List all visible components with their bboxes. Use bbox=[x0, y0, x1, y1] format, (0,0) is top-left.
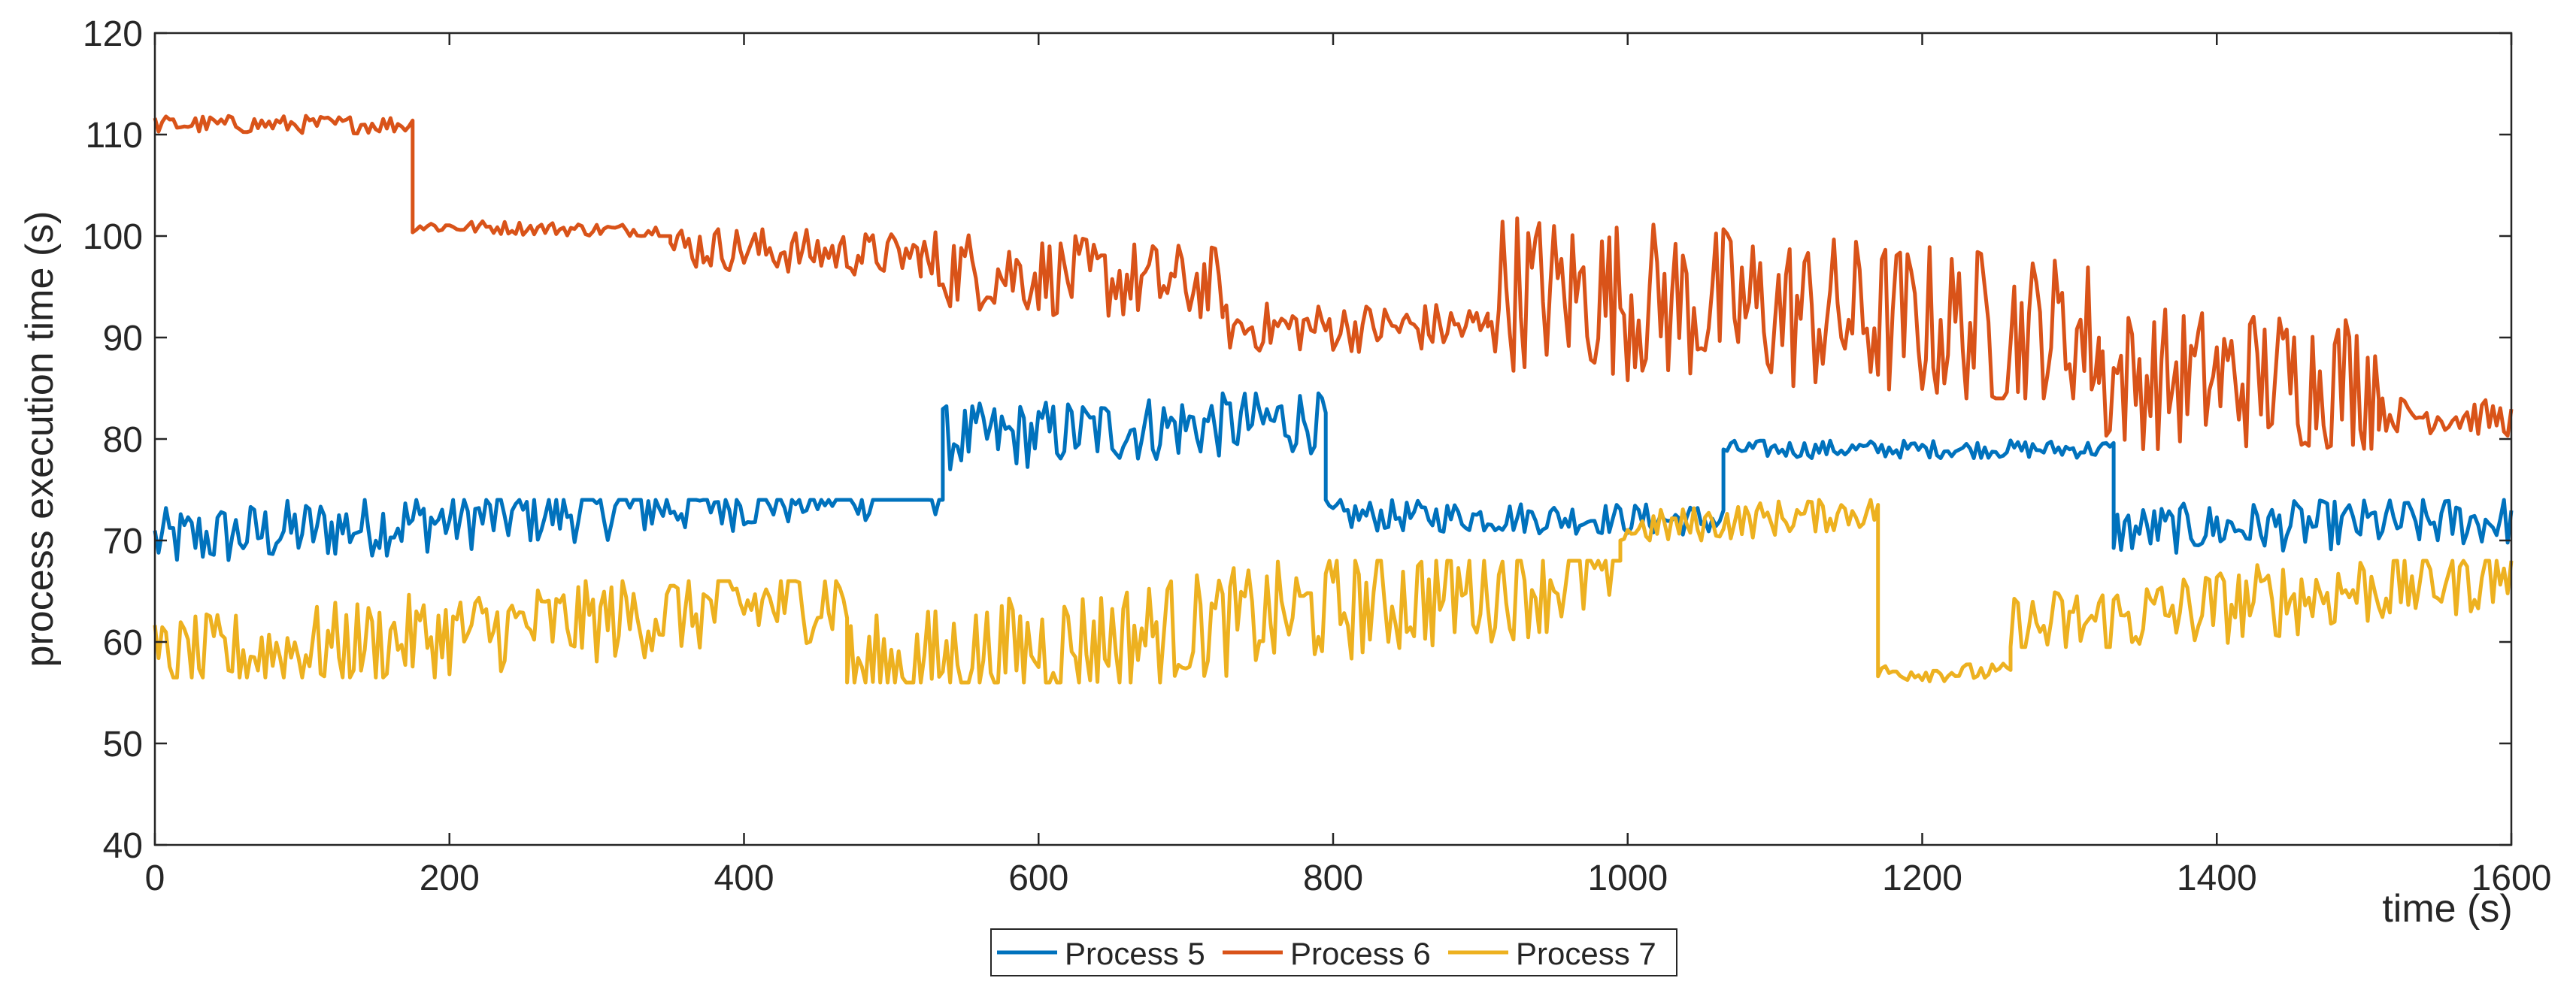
y-tick-label: 60 bbox=[103, 623, 143, 663]
x-tick-label: 600 bbox=[1008, 858, 1068, 898]
x-tick-label: 1400 bbox=[2177, 858, 2257, 898]
ticks-layer: 0 200 400 600 800 1000 1200 1400 1600 40 50 60 70 80 9… bbox=[83, 14, 2551, 898]
legend-label-process-7: Process 7 bbox=[1516, 936, 1656, 971]
legend-item-process-7: Process 7 bbox=[1448, 936, 1656, 971]
x-tick-label: 0 bbox=[145, 858, 165, 898]
legend-label-process-5: Process 5 bbox=[1065, 936, 1205, 971]
y-tick-label: 90 bbox=[103, 319, 143, 359]
y-tick-label: 40 bbox=[103, 826, 143, 866]
y-tick-label: 50 bbox=[103, 725, 143, 764]
legend-label-process-6: Process 6 bbox=[1290, 936, 1431, 971]
y-tick-label: 120 bbox=[83, 14, 143, 54]
x-axis-label: time (s) bbox=[2382, 887, 2512, 931]
x-tick-label: 800 bbox=[1303, 858, 1363, 898]
x-tick-label: 1200 bbox=[1882, 858, 1962, 898]
x-tick-label: 1600 bbox=[2471, 858, 2552, 898]
series-line-process-7 bbox=[153, 498, 2514, 685]
legend-box bbox=[990, 928, 1677, 976]
y-axis-label: process execution time (s) bbox=[18, 211, 62, 668]
y-tick-label: 100 bbox=[83, 217, 143, 257]
series-line-process-5 bbox=[153, 391, 2514, 562]
x-tick-label: 400 bbox=[714, 858, 774, 898]
x-tick-label: 200 bbox=[420, 858, 480, 898]
y-tick-label: 70 bbox=[103, 522, 143, 562]
series-line-process-6 bbox=[153, 114, 2514, 451]
y-tick-label: 80 bbox=[103, 420, 143, 460]
x-tick-label: 1000 bbox=[1587, 858, 1668, 898]
series-layer bbox=[153, 114, 2514, 685]
y-tick-label: 110 bbox=[85, 116, 143, 156]
legend-item-process-6: Process 6 bbox=[1223, 936, 1431, 971]
legend-item-process-5: Process 5 bbox=[997, 936, 1205, 971]
legend: Process 5 Process 6 Process 7 bbox=[990, 928, 1677, 976]
